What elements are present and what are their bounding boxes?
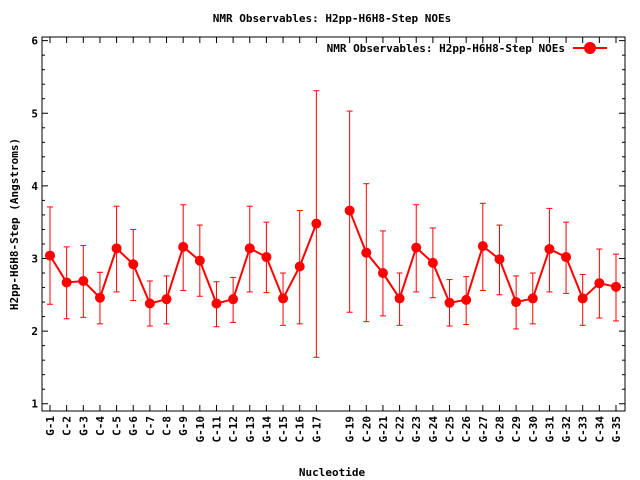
- data-point: [527, 293, 538, 304]
- x-tick-label: C-22: [394, 416, 407, 443]
- y-axis: 1 2 3 4 5 6: [31, 35, 625, 411]
- data-point: [461, 294, 472, 305]
- error-bars: [47, 90, 619, 358]
- data-point: [561, 252, 572, 263]
- y-axis-label: H2pp-H6H8-Step (Angstroms): [8, 138, 21, 310]
- data-point: [494, 254, 505, 265]
- x-tick-label: G-35: [610, 416, 623, 443]
- x-tick-label: C-4: [94, 416, 107, 436]
- data-point: [228, 294, 239, 305]
- data-point: [311, 218, 322, 229]
- x-tick-label: G-21: [377, 416, 390, 443]
- x-tick-label: G-23: [410, 416, 423, 443]
- data-point: [178, 241, 189, 252]
- data-point: [577, 293, 588, 304]
- legend-marker: [584, 42, 596, 54]
- x-tick-label: G-31: [543, 416, 556, 443]
- data-point: [511, 297, 522, 308]
- x-tick-label: C-8: [161, 416, 174, 436]
- x-tick-label: C-2: [61, 416, 74, 436]
- data-point: [194, 255, 205, 266]
- series-lines: [49, 210, 617, 305]
- x-tick-label: G-19: [344, 416, 357, 443]
- x-tick-label: G-14: [260, 416, 273, 443]
- data-point: [377, 268, 388, 279]
- x-tick-label: C-15: [277, 416, 290, 443]
- data-point: [111, 243, 122, 254]
- y-tick-label: 2: [31, 325, 38, 338]
- x-tick-label: G-17: [310, 416, 323, 443]
- x-axis-label: Nucleotide: [299, 466, 366, 479]
- plot-area: [41, 36, 626, 412]
- x-tick-label: G-32: [560, 416, 573, 443]
- data-point: [144, 298, 155, 309]
- y-tick-label: 3: [31, 252, 38, 265]
- data-point: [544, 244, 555, 255]
- data-point: [261, 252, 272, 263]
- x-tick-label: C-5: [111, 416, 124, 436]
- x-tick-label: C-16: [294, 416, 307, 443]
- data-point: [78, 276, 89, 287]
- data-point: [427, 257, 438, 268]
- y-tick-label: 6: [31, 35, 38, 48]
- data-point: [344, 205, 355, 216]
- x-tick-label: G-28: [493, 416, 506, 443]
- x-tick-label: G-24: [427, 416, 440, 443]
- x-tick-label: C-20: [360, 416, 373, 443]
- x-tick-label: G-3: [77, 416, 90, 436]
- data-point: [244, 243, 255, 254]
- x-tick-label: C-34: [593, 416, 606, 443]
- x-tick-label: C-33: [577, 416, 590, 443]
- data-point: [128, 259, 139, 270]
- legend-label: NMR Observables: H2pp-H6H8-Step NOEs: [327, 42, 565, 55]
- x-axis: G-1 C-2 G-3 C-4 C-5 G-6 C-7 C-8 G-9 G-10 C-11 C-12 G…: [44, 37, 623, 443]
- x-tick-label: G-1: [44, 416, 57, 436]
- y-tick-label: 4: [31, 180, 38, 193]
- x-tick-label: C-11: [210, 416, 223, 443]
- data-point: [278, 293, 289, 304]
- x-tick-label: G-6: [127, 416, 140, 436]
- y-tick-label: 5: [31, 107, 38, 120]
- x-tick-label: G-10: [194, 416, 207, 443]
- x-tick-label: G-13: [244, 416, 257, 443]
- data-point: [594, 278, 605, 289]
- data-point: [61, 277, 72, 288]
- x-tick-label: C-25: [444, 416, 457, 443]
- x-tick-label: C-12: [227, 416, 240, 443]
- x-tick-label: C-29: [510, 416, 523, 443]
- data-point: [94, 292, 105, 303]
- x-tick-label: G-27: [477, 416, 490, 443]
- x-tick-label: G-9: [177, 416, 190, 436]
- chart-title: NMR Observables: H2pp-H6H8-Step NOEs: [213, 12, 451, 25]
- data-point: [411, 242, 422, 253]
- x-tick-label: C-7: [144, 416, 157, 436]
- series-points: [45, 205, 621, 309]
- data-point: [444, 297, 455, 308]
- data-point: [361, 247, 372, 258]
- data-point: [611, 281, 621, 292]
- data-point: [45, 250, 55, 261]
- data-point: [477, 241, 488, 252]
- data-point: [294, 261, 305, 272]
- data-point: [211, 298, 222, 309]
- data-point: [394, 293, 405, 304]
- x-tick-label: C-30: [527, 416, 540, 443]
- data-point: [161, 294, 172, 305]
- x-tick-label: C-26: [460, 416, 473, 443]
- legend: NMR Observables: H2pp-H6H8-Step NOEs: [327, 42, 607, 55]
- y-tick-label: 1: [31, 398, 38, 411]
